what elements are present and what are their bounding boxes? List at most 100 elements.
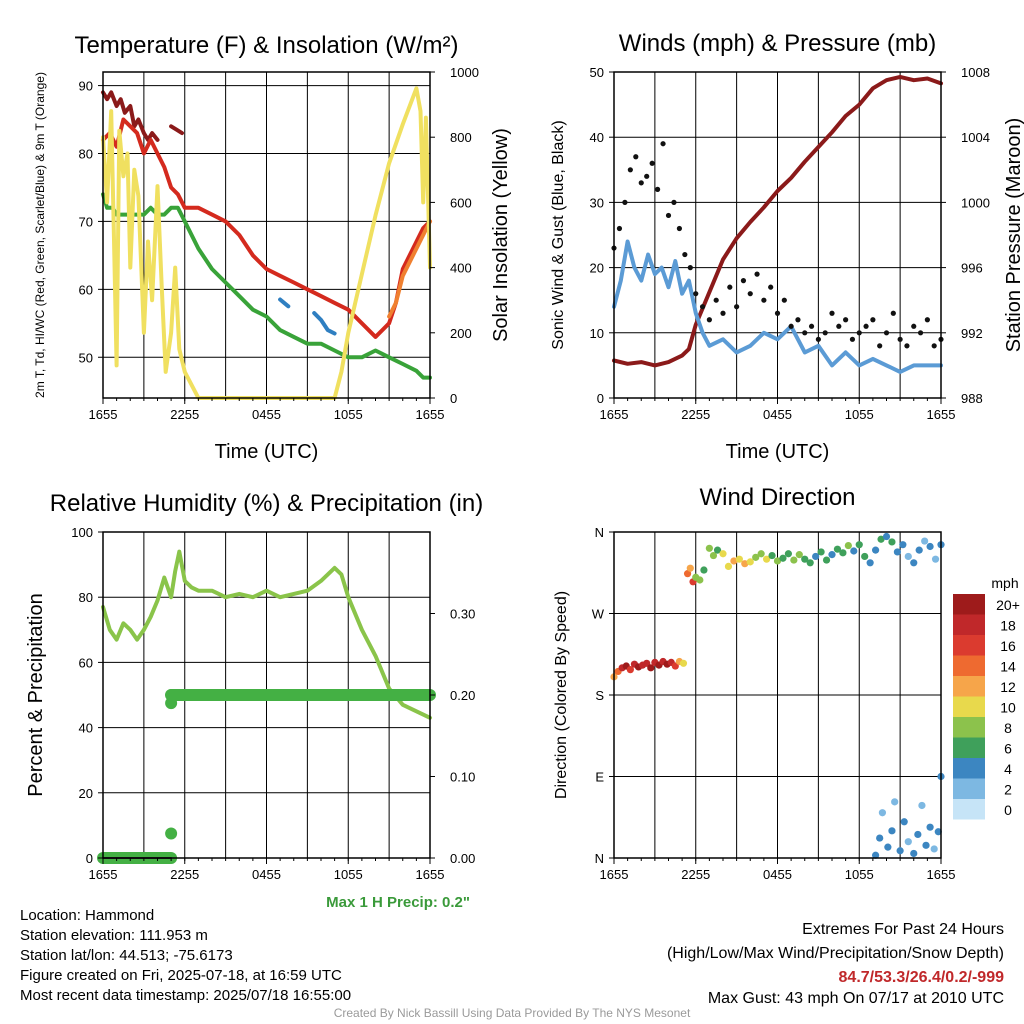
- wdir-point: [926, 542, 934, 551]
- winds-point: [713, 297, 719, 303]
- winds-point: [734, 304, 740, 310]
- winds-point: [870, 317, 876, 323]
- latlon-text: Station lat/lon: 44.513; -75.6173: [20, 947, 233, 964]
- temp-y2-tick-label: 400: [450, 261, 472, 276]
- legend-label: 0: [1004, 802, 1012, 818]
- winds-y2-tick-label: 988: [961, 391, 983, 406]
- wdir-point: [724, 562, 733, 571]
- rh-x-tick-label: 1655: [89, 867, 118, 882]
- wdir-point: [696, 576, 704, 584]
- wdir-point: [833, 545, 842, 553]
- winds-point: [829, 310, 835, 316]
- temp-y2-tick-label: 600: [450, 195, 472, 210]
- wdir-point: [893, 548, 902, 556]
- wdir-point: [922, 841, 930, 849]
- wdir-point: [709, 551, 718, 560]
- rh-y-tick-label: 100: [71, 525, 93, 540]
- wdir-title: Wind Direction: [699, 484, 855, 511]
- wdir-point: [855, 541, 863, 549]
- legend-swatch: [953, 635, 985, 656]
- wdir-point: [839, 549, 847, 557]
- wdir-point: [626, 666, 634, 674]
- winds-point: [904, 343, 910, 349]
- winds-title: Winds (mph) & Pressure (mb): [619, 30, 936, 57]
- wdir-point: [784, 550, 793, 558]
- temp-y-tick-label: 50: [79, 350, 93, 365]
- temp-y-tick-label: 80: [79, 147, 93, 162]
- winds-point: [720, 310, 726, 316]
- wdir-point: [850, 547, 858, 555]
- winds-point: [660, 141, 666, 147]
- legend-label: 2: [1004, 782, 1012, 798]
- extremes-values: 84.7/53.3/26.4/0.2/-999: [838, 969, 1004, 986]
- rh-y-tick-label: 80: [79, 590, 93, 605]
- wdir-point: [914, 830, 922, 839]
- winds-x-tick-label: 2255: [681, 407, 710, 422]
- winds-x-tick-label: 1055: [845, 407, 874, 422]
- legend-label: 16: [1000, 638, 1016, 654]
- wdir-point: [910, 559, 918, 567]
- wdir-point: [888, 538, 896, 546]
- winds-y2-tick-label: 992: [961, 326, 983, 341]
- temp-y2label: Solar Insolation (Yellow): [490, 128, 512, 342]
- winds-xlabel: Time (UTC): [726, 441, 830, 463]
- wdir-point: [801, 555, 809, 563]
- temp-y-tick-label: 70: [79, 214, 93, 229]
- winds-point: [747, 291, 753, 297]
- winds-point: [911, 323, 917, 329]
- winds-point: [754, 271, 760, 277]
- winds-point: [768, 284, 774, 290]
- winds-y2-tick-label: 996: [961, 261, 983, 276]
- created-text: Figure created on Fri, 2025-07-18, at 16…: [20, 967, 342, 984]
- legend-label: 12: [1000, 679, 1016, 695]
- legend-swatch: [953, 778, 985, 799]
- winds-point: [649, 160, 655, 166]
- rh-title: Relative Humidity (%) & Precipitation (i…: [50, 490, 483, 517]
- wdir-x-tick-label: 1655: [927, 867, 956, 882]
- temp-y-tick-label: 60: [79, 282, 93, 297]
- winds-point: [644, 173, 650, 179]
- winds-y2-tick-label: 1004: [961, 130, 990, 145]
- winds-y-tick-label: 10: [590, 326, 604, 341]
- winds-y-tick-label: 20: [590, 261, 604, 276]
- wdir-point: [896, 847, 904, 855]
- rh-y2-tick-label: 0.10: [450, 770, 475, 785]
- temp-y2-tick-label: 0: [450, 391, 457, 406]
- wdir-point: [921, 537, 929, 545]
- winds-point: [849, 336, 856, 342]
- wdir-ylabel: Direction (Colored By Speed): [553, 591, 570, 799]
- wdir-x-tick-label: 0455: [763, 867, 792, 882]
- wdir-point: [679, 659, 688, 667]
- rh-x-tick-label: 1655: [416, 867, 445, 882]
- wdir-point: [872, 851, 880, 859]
- wdir-point: [872, 546, 880, 554]
- wdir-point: [882, 532, 891, 541]
- winds-point: [616, 225, 623, 232]
- temp-x-tick-label: 1655: [89, 407, 118, 422]
- wdir-point: [926, 823, 934, 831]
- winds-y-tick-label: 0: [597, 391, 604, 406]
- winds-point: [815, 336, 821, 342]
- temp-grid: [103, 72, 430, 398]
- wdir-point: [812, 552, 820, 561]
- winds-point: [931, 343, 937, 349]
- legend-label: 10: [1000, 700, 1016, 716]
- wdir-point: [930, 845, 938, 853]
- rh-y2-tick-label: 0.20: [450, 688, 475, 703]
- winds-point: [699, 304, 706, 310]
- rh-x-tick-label: 0455: [252, 867, 281, 882]
- winds-point: [897, 336, 903, 342]
- winds-point: [802, 330, 808, 336]
- legend-label: 18: [1000, 618, 1016, 634]
- rh-ylabel: Percent & Precipitation: [25, 593, 47, 796]
- wdir-point: [795, 551, 803, 559]
- winds-point: [740, 278, 747, 284]
- legend-swatch: [953, 676, 985, 697]
- wdir-point: [746, 558, 754, 566]
- winds-series-line: [612, 239, 943, 374]
- wdir-point: [705, 544, 713, 552]
- wdir-point: [817, 548, 825, 556]
- legend-label: 4: [1004, 761, 1012, 777]
- legend-label: 8: [1004, 720, 1012, 736]
